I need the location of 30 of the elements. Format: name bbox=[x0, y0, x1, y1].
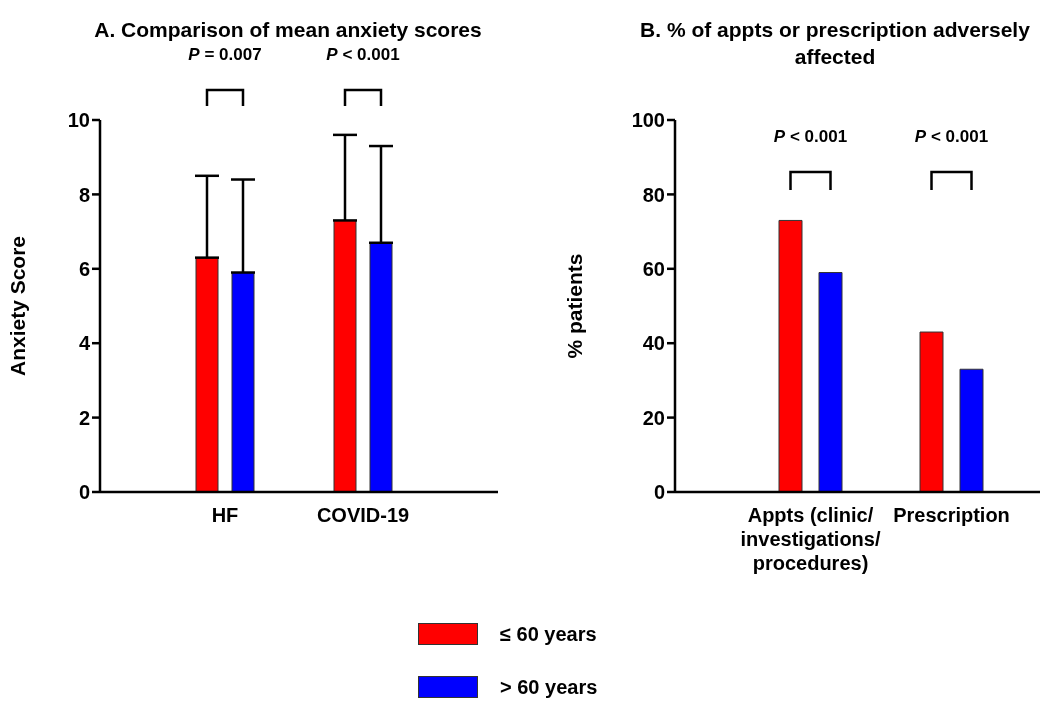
y-axis-title: Anxiety Score bbox=[6, 235, 30, 377]
annotation: P < 0.001 bbox=[773, 127, 848, 146]
x-tick-label: Appts (clinic/ investigations/ procedures) bbox=[740, 504, 881, 574]
chart-title: B. % of appts or prescription adversely affected bbox=[639, 17, 1031, 70]
y-tick-label: 6 bbox=[78, 257, 90, 280]
y-tick-label: 4 bbox=[78, 332, 91, 355]
bar bbox=[919, 331, 944, 492]
text: P = 0.007 bbox=[188, 45, 262, 64]
y-tick-label: 2 bbox=[78, 406, 90, 429]
y-tick-label: 20 bbox=[642, 406, 665, 429]
y-axis-title: % patients bbox=[563, 253, 587, 359]
bar bbox=[818, 272, 843, 492]
y-tick-label: 100 bbox=[631, 109, 665, 132]
chart-title: A. Comparison of mean anxiety scores bbox=[93, 17, 483, 43]
y-tick-label: 60 bbox=[642, 257, 665, 280]
y-tick-label: 80 bbox=[642, 183, 665, 206]
x-tick-label: COVID-19 bbox=[316, 504, 410, 526]
x-tick-label: Prescription bbox=[893, 504, 1010, 526]
y-tick-label: 0 bbox=[78, 481, 90, 504]
y-tick-label: 0 bbox=[653, 481, 665, 504]
legend-label: ≤ 60 years bbox=[500, 622, 597, 646]
annotation: P < 0.001 bbox=[914, 127, 989, 146]
y-tick-label: 8 bbox=[78, 183, 90, 206]
bar bbox=[778, 219, 803, 492]
y-tick-label: 10 bbox=[67, 109, 90, 132]
legend-label: > 60 years bbox=[500, 675, 598, 699]
x-tick-label: HF bbox=[211, 504, 239, 526]
y-tick-label: 40 bbox=[642, 332, 665, 355]
bar bbox=[959, 368, 984, 492]
text: P < 0.001 bbox=[326, 45, 400, 64]
